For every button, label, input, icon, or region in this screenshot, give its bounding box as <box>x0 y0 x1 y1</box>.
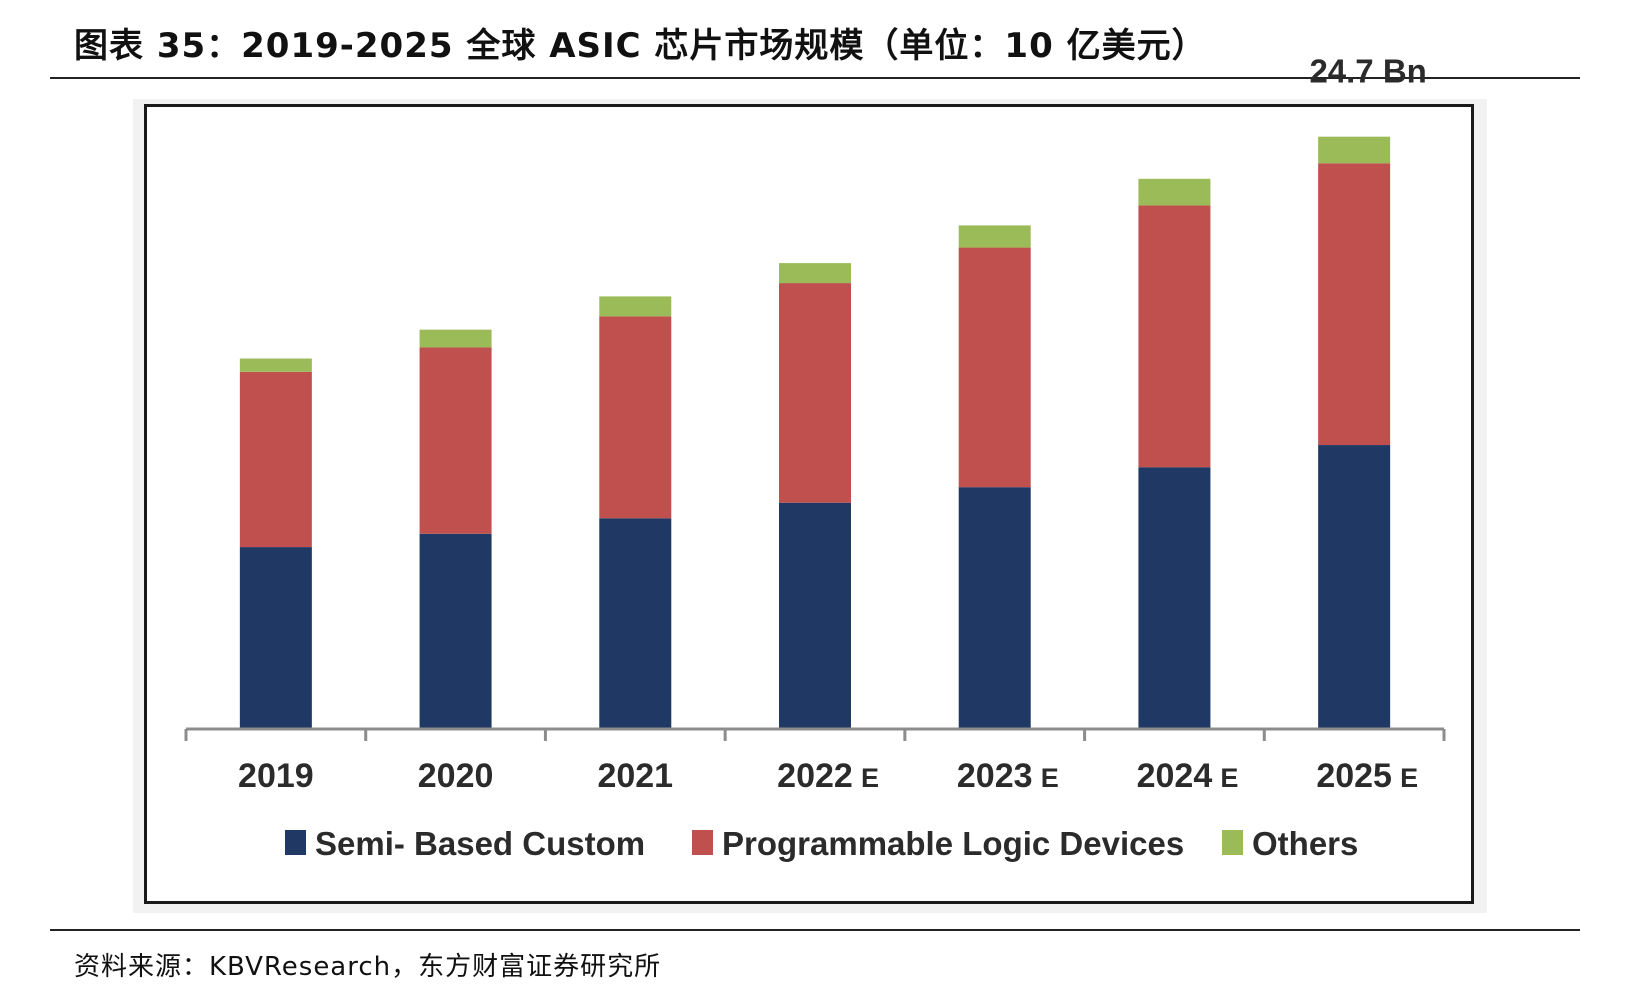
bar-2021-series-0 <box>599 518 672 729</box>
bar-2025-series-0 <box>1318 445 1391 729</box>
x-tick-label-2019: 2019 <box>238 757 314 795</box>
estimate-mark-2025: E <box>1400 763 1418 793</box>
source-note: 资料来源：KBVResearch，东方财富证券研究所 <box>74 952 662 982</box>
source-divider <box>50 929 1580 931</box>
legend-label-2: Others <box>1252 825 1358 862</box>
legend-label-0: Semi- Based Custom <box>315 825 645 862</box>
legend-swatch-2 <box>1222 830 1243 855</box>
axis-labels-layer: 2019 2020 2021 2022 E 2023 E 2024 E 2025 E <box>238 757 1418 795</box>
legend-swatch-0 <box>285 830 306 855</box>
x-axis <box>184 727 1446 741</box>
annotation-layer: 24.7 Bn <box>1309 53 1426 90</box>
legend-label-1: Programmable Logic Devices <box>722 825 1184 862</box>
x-tick-label-2021: 2021 <box>597 757 673 795</box>
bar-2025-series-2 <box>1318 136 1391 164</box>
bar-2020-series-0 <box>419 533 492 729</box>
bar-2019-series-0 <box>239 547 312 729</box>
x-tick-label-2023: 2023 <box>957 757 1033 795</box>
estimate-mark-2023: E <box>1041 763 1059 793</box>
bar-2021-series-2 <box>599 296 672 317</box>
bars-layer <box>239 136 1391 729</box>
title-divider <box>50 77 1580 79</box>
bar-2025-series-1 <box>1318 163 1391 446</box>
x-tick-label-2020: 2020 <box>418 757 494 795</box>
figure-title: 图表 35：2019-2025 全球 ASIC 芯片市场规模（单位：10 亿美元… <box>74 26 1207 66</box>
bar-2019-series-1 <box>239 371 312 548</box>
x-tick-label-2024: 2024 <box>1137 757 1213 795</box>
estimate-mark-2024: E <box>1220 763 1238 793</box>
bar-2023-series-1 <box>958 247 1031 488</box>
bar-2023-series-2 <box>958 225 1031 248</box>
legend: Semi- Based Custom Programmable Logic Dev… <box>285 825 1358 862</box>
bar-2020-series-2 <box>419 329 492 348</box>
bar-2024-series-0 <box>1138 467 1211 729</box>
x-tick-label-2025: 2025 <box>1316 757 1392 795</box>
bar-2022-series-1 <box>779 283 851 503</box>
bar-2022-series-2 <box>779 263 851 284</box>
total-annotation-2025: 24.7 Bn <box>1309 53 1426 90</box>
bar-2021-series-1 <box>599 316 672 519</box>
estimate-mark-2022: E <box>861 763 879 793</box>
bar-2019-series-2 <box>239 358 312 372</box>
bar-2024-series-2 <box>1138 178 1211 206</box>
legend-swatch-1 <box>692 830 713 855</box>
bar-2020-series-1 <box>419 347 492 534</box>
bar-2024-series-1 <box>1138 205 1211 468</box>
bar-2022-series-0 <box>779 502 851 729</box>
x-tick-label-2022: 2022 <box>777 757 853 795</box>
bar-2023-series-0 <box>958 487 1031 729</box>
